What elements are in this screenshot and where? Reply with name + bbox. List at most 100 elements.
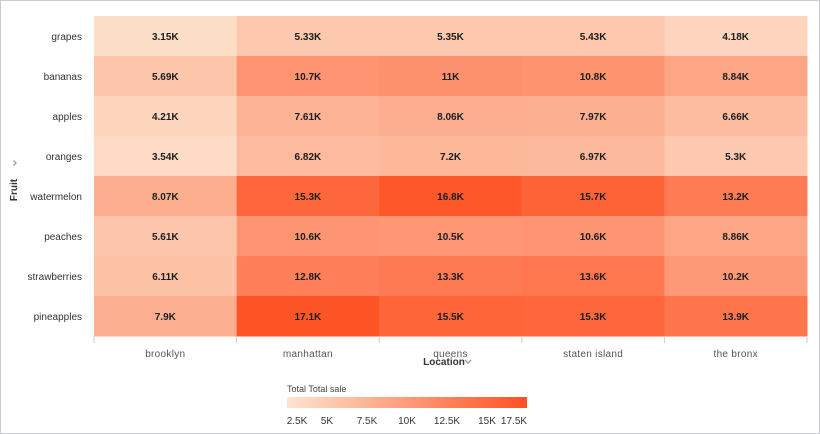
column-label: brooklyn xyxy=(145,349,185,360)
row-label: bananas xyxy=(44,72,82,83)
cell-value-label: 6.11K xyxy=(152,272,179,283)
cell-value-label: 10.6K xyxy=(295,232,322,243)
cell-value-label: 7.2K xyxy=(440,152,462,163)
column-label: queens xyxy=(433,349,468,360)
cell-value-label: 10.2K xyxy=(722,272,749,283)
heatmap-cell[interactable] xyxy=(521,216,665,257)
y-axis-title-text: Fruit xyxy=(9,178,20,201)
cell-value-label: 10.5K xyxy=(437,232,464,243)
color-legend: Total Total sale 2.5K 5K 7.5K 10K 12.5K 15K 17… xyxy=(287,384,528,427)
heatmap-cell[interactable] xyxy=(521,136,665,177)
legend-tick-label: 7.5K xyxy=(357,416,378,427)
cell-value-label: 10.7K xyxy=(295,72,322,83)
cell-value-label: 11K xyxy=(442,72,461,83)
cell-value-label: 4.18K xyxy=(722,32,749,43)
heatmap-cells: 3.15K 5.33K 5.35K 5.43K 4.18K 5.69K 10.7K 11K 10… xyxy=(94,16,808,337)
cell-value-label: 17.1K xyxy=(295,312,322,323)
heatmap-cell[interactable] xyxy=(236,136,380,177)
y-axis-title[interactable]: Fruit xyxy=(9,160,20,202)
heatmap-cell[interactable] xyxy=(94,296,238,337)
cell-value-label: 8.84K xyxy=(722,72,749,83)
heatmap-cell[interactable] xyxy=(379,216,523,257)
heatmap-cell[interactable] xyxy=(94,16,238,57)
cell-value-label: 13.9K xyxy=(722,312,749,323)
cell-value-label: 6.97K xyxy=(580,152,607,163)
cell-value-label: 7.9K xyxy=(155,312,177,323)
cell-value-label: 13.6K xyxy=(580,272,607,283)
heatmap-cell[interactable] xyxy=(664,176,808,217)
legend-tick-label: 2.5K xyxy=(287,416,308,427)
legend-tick-label: 17.5K xyxy=(501,416,527,427)
heatmap-cell[interactable] xyxy=(236,256,380,297)
chevron-down-icon xyxy=(464,359,472,364)
heatmap-cell[interactable] xyxy=(521,176,665,217)
heatmap-cell[interactable] xyxy=(379,96,523,137)
cell-value-label: 5.43K xyxy=(580,32,607,43)
cell-value-label: 5.33K xyxy=(295,32,322,43)
heatmap-cell[interactable] xyxy=(521,256,665,297)
heatmap-cell[interactable] xyxy=(236,296,380,337)
heatmap-cell[interactable] xyxy=(664,96,808,137)
legend-tick-label: 15K xyxy=(478,416,496,427)
cell-value-label: 8.07K xyxy=(152,192,179,203)
cell-value-label: 8.86K xyxy=(722,232,749,243)
legend-tick-label: 12.5K xyxy=(434,416,460,427)
cell-value-label: 5.3K xyxy=(725,152,747,163)
heatmap-cell[interactable] xyxy=(94,96,238,137)
heatmap-cell[interactable] xyxy=(521,56,665,97)
row-label: pineapples xyxy=(34,312,82,323)
column-label: staten island xyxy=(563,349,623,360)
legend-tick-label: 10K xyxy=(398,416,416,427)
legend-ticks: 2.5K 5K 7.5K 10K 12.5K 15K 17.5K xyxy=(287,416,528,427)
heatmap-cell[interactable] xyxy=(664,136,808,177)
heatmap-cell[interactable] xyxy=(664,256,808,297)
heatmap-cell[interactable] xyxy=(94,176,238,217)
heatmap-cell[interactable] xyxy=(379,176,523,217)
column-label: manhattan xyxy=(283,349,333,360)
heatmap-cell[interactable] xyxy=(94,56,238,97)
column-labels: brooklyn manhattan queens staten island the … xyxy=(93,336,808,360)
heatmap-cell[interactable] xyxy=(94,216,238,257)
heatmap-cell[interactable] xyxy=(521,296,665,337)
chevron-down-icon xyxy=(13,160,17,166)
row-label: strawberries xyxy=(28,272,82,283)
heatmap-cell[interactable] xyxy=(664,296,808,337)
heatmap-cell[interactable] xyxy=(236,176,380,217)
heatmap-cell[interactable] xyxy=(379,296,523,337)
heatmap-cell[interactable] xyxy=(94,256,238,297)
row-label: grapes xyxy=(51,32,82,43)
cell-value-label: 5.61K xyxy=(152,232,179,243)
heatmap-cell[interactable] xyxy=(521,96,665,137)
legend-gradient-bar xyxy=(287,397,527,408)
cell-value-label: 15.7K xyxy=(580,192,607,203)
x-axis-title-text: Location xyxy=(423,357,465,368)
cell-value-label: 4.21K xyxy=(152,112,179,123)
row-label: peaches xyxy=(44,232,82,243)
cell-value-label: 13.2K xyxy=(722,192,749,203)
heatmap-cell[interactable] xyxy=(521,16,665,57)
legend-title: Total Total sale xyxy=(287,384,346,394)
heatmap-cell[interactable] xyxy=(379,256,523,297)
heatmap-cell[interactable] xyxy=(664,16,808,57)
cell-value-label: 8.06K xyxy=(437,112,464,123)
cell-value-label: 15.3K xyxy=(295,192,322,203)
heatmap-cell[interactable] xyxy=(236,216,380,257)
heatmap-cell[interactable] xyxy=(236,16,380,57)
row-label: watermelon xyxy=(29,192,82,203)
heatmap-cell[interactable] xyxy=(664,216,808,257)
heatmap-cell[interactable] xyxy=(94,136,238,177)
cell-value-label: 3.15K xyxy=(152,32,179,43)
cell-value-label: 12.8K xyxy=(295,272,322,283)
x-axis-title[interactable]: Location xyxy=(423,357,472,368)
cell-value-label: 5.69K xyxy=(152,72,179,83)
heatmap-cell[interactable] xyxy=(379,136,523,177)
heatmap-cell[interactable] xyxy=(379,16,523,57)
heatmap-cell[interactable] xyxy=(379,56,523,97)
heatmap-cell[interactable] xyxy=(236,96,380,137)
heatmap-cell[interactable] xyxy=(664,56,808,97)
row-label: apples xyxy=(53,112,82,123)
heatmap-cell[interactable] xyxy=(236,56,380,97)
cell-value-label: 7.97K xyxy=(580,112,607,123)
cell-value-label: 7.61K xyxy=(295,112,322,123)
